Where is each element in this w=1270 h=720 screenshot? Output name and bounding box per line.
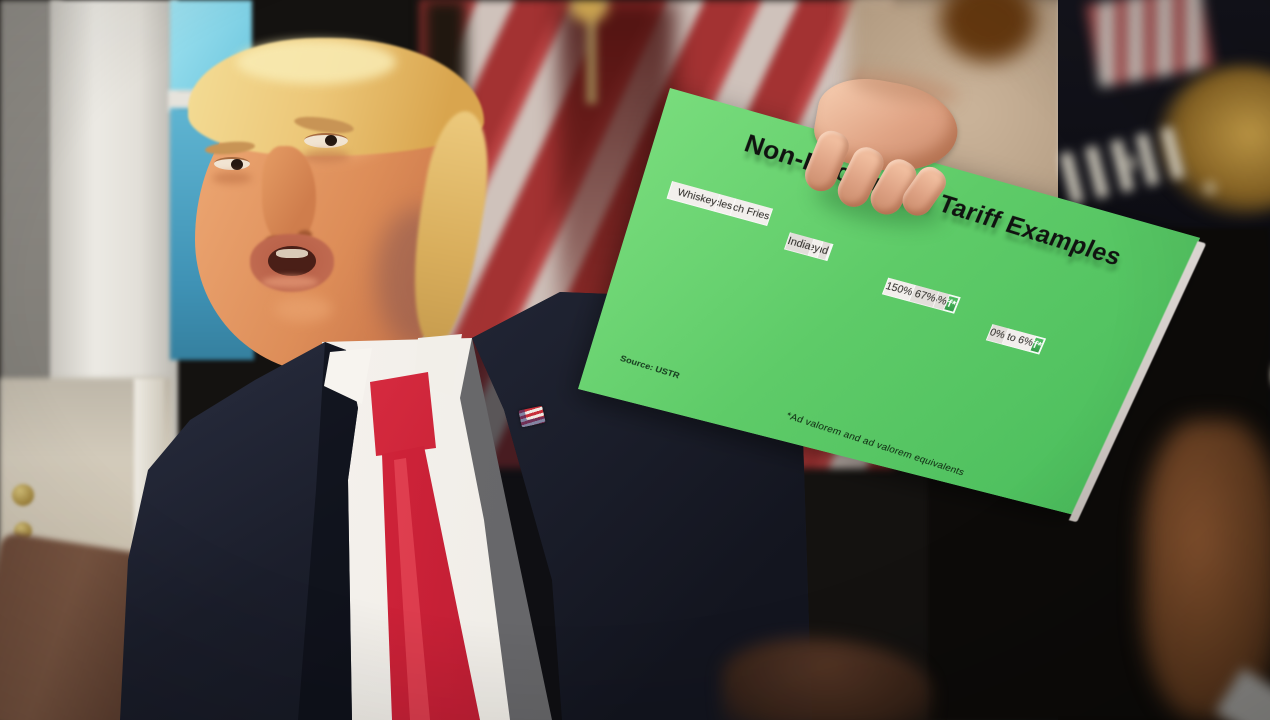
iris — [325, 135, 337, 146]
table-cell: Whiskey — [666, 181, 721, 212]
trump-head — [188, 38, 501, 374]
door-knob — [12, 484, 34, 506]
hand — [795, 62, 974, 234]
flag-star — [1198, 176, 1222, 200]
chin-highlight — [274, 296, 332, 322]
eye-shadow — [302, 150, 350, 163]
table-cell: 150% — [881, 277, 917, 302]
nose — [262, 146, 316, 246]
teeth — [276, 249, 308, 258]
table-column-product: ProductApplesAutosFrozen French FriesHel… — [666, 181, 796, 227]
lower-lip — [262, 276, 318, 288]
hair-highlight — [236, 40, 396, 84]
table-column-u-s-tariff-: U.S. Tariff*0%2.5%8%0.0%2.4%0% to 6%0% — [985, 324, 1098, 355]
blurred-chair-right — [1142, 420, 1270, 720]
eye-left — [214, 157, 250, 170]
tie-knot — [370, 372, 436, 456]
eye-shadow — [212, 172, 252, 184]
table-column-foreign-tariff-: Foreign Tariff*17%15%30%2.7% to 7.5%50%0… — [881, 277, 999, 314]
flag-finial — [570, 0, 608, 22]
flag-star — [1118, 150, 1144, 176]
flag-pole — [586, 0, 597, 104]
blurred-chair-center — [722, 638, 932, 720]
table-column-country: CountryJapanChinaThailandTurkeyIndiaEUIn… — [783, 232, 895, 262]
iris — [231, 159, 243, 170]
eye-right — [304, 133, 348, 148]
flag-stripe-patch — [1085, 0, 1215, 88]
